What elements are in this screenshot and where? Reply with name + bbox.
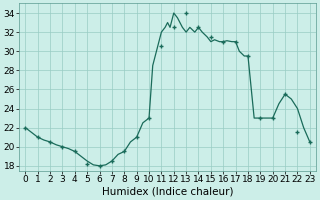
X-axis label: Humidex (Indice chaleur): Humidex (Indice chaleur) (102, 187, 233, 197)
